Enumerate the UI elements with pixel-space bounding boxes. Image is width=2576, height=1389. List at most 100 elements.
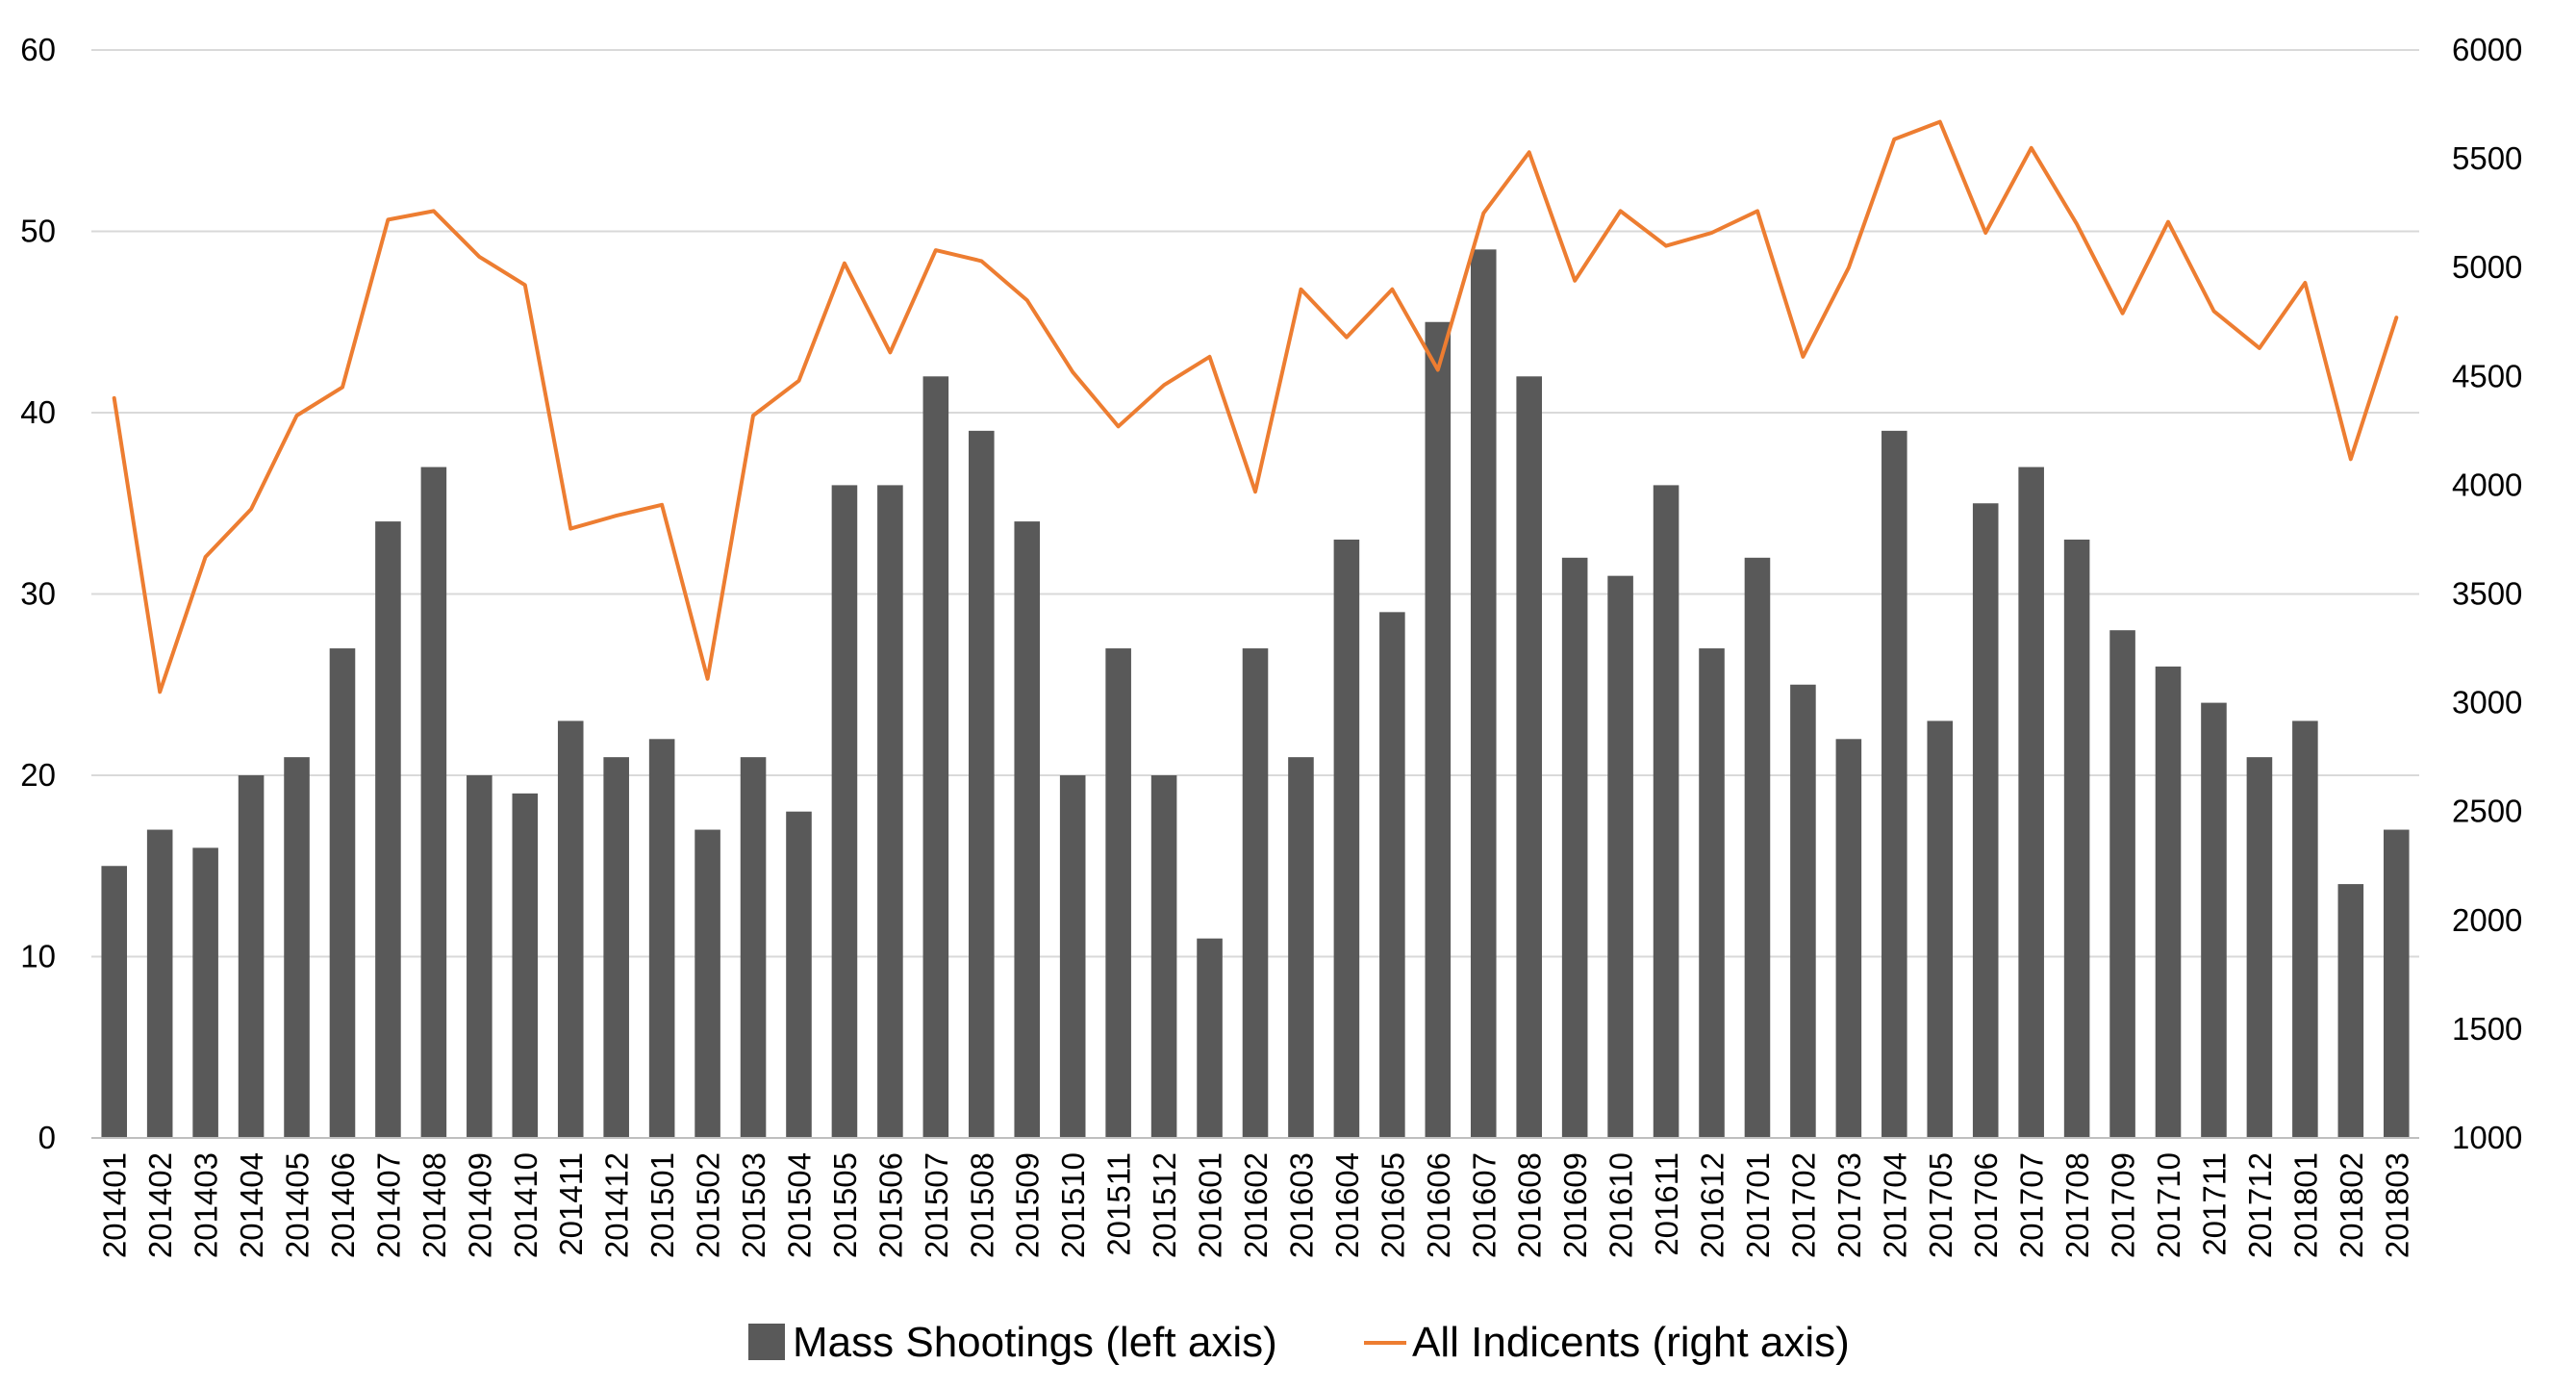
legend-label-all-incidents: All Indicents (right axis) xyxy=(1412,1319,1850,1366)
x-axis-tick-label: 201609 xyxy=(1557,1152,1593,1258)
x-axis-tick-label: 201703 xyxy=(1831,1152,1867,1258)
bar xyxy=(1972,503,1999,1138)
x-axis-tick-label: 201708 xyxy=(2059,1152,2095,1258)
left-axis-tick-label: 40 xyxy=(20,394,56,430)
right-axis-tick-label: 6000 xyxy=(2452,32,2522,67)
x-axis-tick-label: 201706 xyxy=(1968,1152,2004,1258)
x-axis-tick-label: 201510 xyxy=(1055,1152,1091,1258)
bar xyxy=(329,648,356,1138)
x-axis-tick-label: 201504 xyxy=(781,1152,817,1258)
bar xyxy=(1470,249,1497,1139)
bar xyxy=(877,485,903,1138)
bar xyxy=(1835,739,1862,1138)
right-axis-tick-label: 1500 xyxy=(2452,1011,2522,1047)
right-axis-tick-label: 4500 xyxy=(2452,358,2522,393)
bar xyxy=(2337,884,2364,1138)
x-axis: 201401 201402 201403 201404 201405 201406 2014… xyxy=(91,1137,2419,1258)
left-axis: 0 10 20 30 40 50 60 xyxy=(20,32,56,1155)
bar xyxy=(695,829,720,1138)
x-axis-tick-label: 201404 xyxy=(234,1152,269,1258)
bar xyxy=(375,521,401,1138)
x-axis-tick-label: 201508 xyxy=(964,1152,999,1258)
bar xyxy=(2018,467,2044,1138)
x-axis-tick-label: 201410 xyxy=(508,1152,543,1258)
bar xyxy=(1242,648,1269,1138)
x-axis-tick-label: 201801 xyxy=(2287,1152,2323,1258)
right-axis: 1000 1500 2000 2500 3000 3500 4000 4500 5000 5500… xyxy=(2452,32,2522,1155)
x-axis-tick-label: 201602 xyxy=(1238,1152,1274,1258)
x-axis-tick-label: 201702 xyxy=(1785,1152,1821,1258)
x-axis-tick-label: 201407 xyxy=(370,1152,406,1258)
bar xyxy=(1516,376,1542,1138)
right-axis-tick-label: 4000 xyxy=(2452,467,2522,502)
right-axis-tick-label: 1000 xyxy=(2452,1120,2522,1155)
bar xyxy=(557,720,584,1138)
bar xyxy=(2155,666,2182,1138)
bar xyxy=(1379,612,1405,1138)
x-axis-tick-label: 201405 xyxy=(280,1152,316,1258)
x-axis-tick-label: 201606 xyxy=(1421,1152,1456,1258)
x-axis-tick-label: 201711 xyxy=(2196,1152,2232,1256)
right-axis-tick-label: 5000 xyxy=(2452,249,2522,285)
x-axis-tick-label: 201601 xyxy=(1193,1152,1228,1258)
right-axis-tick-label: 5500 xyxy=(2452,140,2522,176)
x-axis-tick-label: 201607 xyxy=(1466,1152,1502,1258)
bar xyxy=(284,757,310,1138)
bar xyxy=(1425,321,1452,1138)
series-line-all-incidents xyxy=(112,119,2399,694)
x-axis-tick-label: 201402 xyxy=(142,1152,178,1258)
x-axis-tick-label: 201509 xyxy=(1010,1152,1046,1258)
x-axis-tick-label: 201603 xyxy=(1283,1152,1319,1258)
x-axis-tick-label: 201408 xyxy=(417,1152,452,1258)
bar xyxy=(2246,757,2273,1138)
x-axis-tick-label: 201710 xyxy=(2151,1152,2186,1258)
bar xyxy=(648,739,675,1138)
bar xyxy=(740,757,767,1138)
bar xyxy=(922,376,949,1138)
bar xyxy=(146,829,173,1138)
bar xyxy=(1197,938,1223,1138)
right-axis-tick-label: 3000 xyxy=(2452,685,2522,720)
bar xyxy=(238,775,265,1138)
x-axis-tick-label: 201507 xyxy=(919,1152,954,1258)
bar xyxy=(969,430,995,1139)
x-axis-tick-label: 201608 xyxy=(1512,1152,1548,1258)
x-axis-tick-label: 201411 xyxy=(553,1152,589,1256)
bar xyxy=(1927,720,1954,1138)
bar xyxy=(192,847,218,1138)
x-axis-tick-label: 201412 xyxy=(599,1152,635,1258)
x-axis-tick-label: 201704 xyxy=(1877,1152,1912,1258)
bar xyxy=(2201,702,2227,1138)
bar xyxy=(2109,630,2135,1138)
x-axis-tick-label: 201605 xyxy=(1375,1152,1410,1258)
bar xyxy=(2383,829,2410,1138)
bar xyxy=(512,793,539,1138)
bar xyxy=(603,757,629,1138)
x-axis-tick-label: 201409 xyxy=(462,1152,497,1258)
x-axis-tick-label: 201701 xyxy=(1740,1152,1776,1258)
x-axis-tick-label: 201506 xyxy=(872,1152,908,1258)
left-axis-tick-label: 60 xyxy=(20,32,56,67)
bar xyxy=(1150,775,1177,1138)
right-axis-tick-label: 3500 xyxy=(2452,576,2522,612)
right-axis-tick-label: 2000 xyxy=(2452,902,2522,938)
x-axis-tick-label: 201802 xyxy=(2334,1152,2369,1258)
x-axis-tick-label: 201403 xyxy=(189,1152,224,1258)
right-axis-tick-label: 2500 xyxy=(2452,794,2522,829)
left-axis-tick-label: 20 xyxy=(20,757,56,793)
bar xyxy=(1790,684,1816,1138)
x-axis-tick-label: 201406 xyxy=(325,1152,361,1258)
bar xyxy=(467,775,492,1138)
x-axis-tick-label: 201401 xyxy=(97,1152,133,1258)
bar xyxy=(786,811,812,1138)
x-axis-tick-label: 201705 xyxy=(1923,1152,1958,1258)
x-axis-tick-label: 201512 xyxy=(1147,1152,1182,1258)
left-axis-tick-label: 10 xyxy=(20,939,56,974)
left-axis-tick-label: 30 xyxy=(20,576,56,612)
bar xyxy=(1607,575,1633,1138)
bar xyxy=(1744,557,1771,1138)
x-axis-tick-label: 201502 xyxy=(691,1152,726,1258)
x-axis-tick-label: 201610 xyxy=(1604,1152,1639,1258)
bar xyxy=(1653,485,1679,1138)
